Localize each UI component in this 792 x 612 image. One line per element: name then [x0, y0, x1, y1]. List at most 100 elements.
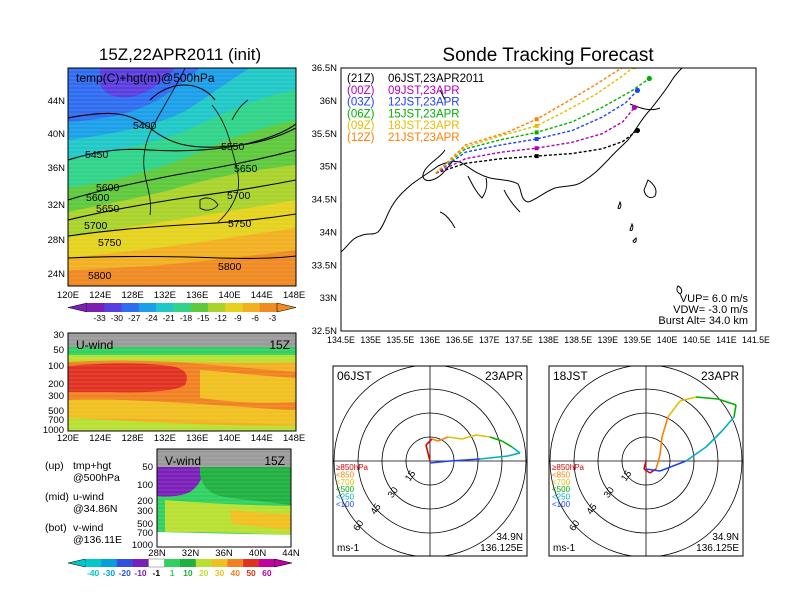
track-lon-tick: 138.5E: [564, 335, 592, 345]
v-pressure-tick: 200: [137, 496, 153, 507]
colorbar-label: 40: [231, 568, 241, 578]
uwind-lon-tick: 132E: [154, 433, 176, 444]
vwind-lat-tick: 40N: [249, 548, 267, 559]
track-burst-marker: [534, 137, 539, 142]
hodo-level-label: ≥850hPa: [552, 463, 585, 472]
track-lat-tick: 35N: [320, 162, 338, 173]
colorbar-label: -15: [197, 313, 210, 323]
hodo-level-label: <250: [552, 493, 571, 502]
contour-label: 5550: [221, 141, 245, 153]
temp-lat-tick: 28N: [48, 235, 66, 246]
colorbar-swatch: [116, 559, 133, 567]
temp-map-label: temp(C)+hgt(m)@500hPa: [76, 71, 215, 85]
track-lat-tick: 33.5N: [312, 260, 337, 271]
colorbar-swatch: [207, 303, 226, 312]
temp-lon-tick: 144E: [251, 290, 273, 301]
contour-label: 5700: [84, 220, 108, 232]
colorbar-label: -24: [145, 313, 158, 323]
track-map-coast: [341, 68, 683, 295]
temp-lon-tick: 148E: [283, 290, 305, 301]
note-key: (up): [45, 460, 64, 472]
track-lat-tick: 36N: [320, 96, 338, 107]
temp-lon-tick: 124E: [89, 290, 111, 301]
track-lat-tick: 34.5N: [312, 195, 337, 206]
colorbar-swatch: [243, 559, 260, 567]
colorbar-swatch: [87, 303, 105, 312]
track-lon-tick: 135E: [360, 335, 381, 345]
legend-zulu: (12Z): [347, 132, 375, 144]
legend-zulu: (09Z): [347, 120, 375, 132]
track-line: [435, 107, 636, 174]
hodo-level-label: <850: [336, 470, 355, 479]
track-lon-tick: 140.5E: [683, 335, 711, 345]
track-lon-tick: 141.5E: [742, 335, 770, 345]
legend-zulu: (06Z): [347, 108, 375, 120]
pressure-tick: 1000: [43, 425, 64, 436]
legend-time: 18JST,23APR: [388, 120, 460, 132]
note-key: (bot): [45, 522, 67, 534]
contour-label: 5400: [133, 120, 157, 132]
temp-lat-tick: 36N: [48, 163, 66, 174]
hodo-ring-label: 45: [369, 502, 384, 517]
colorbar-label: -3: [269, 313, 277, 323]
track-lon-tick: 136.5E: [446, 335, 474, 345]
legend-time: 06JST,23APR2011: [388, 73, 484, 85]
hodo-trace: [461, 434, 477, 440]
hodo-trace: [705, 430, 723, 448]
vwind-frame: [156, 448, 292, 548]
pressure-tick: 200: [48, 379, 64, 390]
hodo-trace: [661, 416, 669, 438]
track-lat-tick: 32.5N: [312, 326, 337, 337]
legend-time: 12JST,23APR: [388, 97, 460, 109]
track-lon-tick: 141E: [716, 335, 737, 345]
temp-lat-tick: 24N: [48, 269, 66, 280]
colorbar-swatch: [173, 303, 191, 312]
legend-time: 21JST,23APR: [388, 132, 460, 144]
hodo-trace: [475, 434, 491, 438]
hodo-ring-label: 60: [351, 518, 366, 533]
pressure-tick: 100: [48, 361, 64, 372]
temp-lat-tick: 32N: [48, 200, 66, 211]
colorbar-swatch: [132, 559, 149, 567]
colorbar-label: -20: [119, 568, 132, 578]
hodo-date: 23APR: [701, 369, 739, 383]
uwind-time: 15Z: [269, 338, 290, 352]
v-pressure-tick: 1000: [132, 540, 153, 551]
colorbar-cap: [67, 302, 88, 313]
track-param: Burst Alt= 34.0 km: [658, 315, 748, 327]
legend-time: 09JST,23APR: [388, 85, 460, 97]
hodo-ring-label: 15: [619, 469, 634, 484]
note-value: @34.86N: [73, 503, 118, 515]
hodo-frame: [548, 365, 744, 557]
contour-label: 5700: [227, 190, 251, 202]
colorbar-label: -33: [93, 313, 106, 323]
hodo-trace: [431, 438, 439, 442]
track-lon-tick: 137E: [479, 335, 500, 345]
v-pressure-tick: 300: [137, 506, 153, 517]
colorbar-label: -21: [163, 313, 176, 323]
hodo-trace: [717, 398, 737, 406]
track-lon-tick: 140E: [657, 335, 678, 345]
uwind-lon-tick: 140E: [218, 433, 240, 444]
colorbar-cap: [274, 558, 293, 568]
track-end-point: [631, 104, 638, 111]
colorbar-swatch: [164, 559, 181, 567]
colorbar-label: -30: [103, 568, 116, 578]
hodo-level-label: <700: [552, 478, 571, 487]
contour-label: 5750: [98, 237, 122, 249]
hodo-loc-lon: 136.125E: [480, 543, 523, 554]
hodo-trace: [429, 460, 451, 464]
hodo-unit: ms-1: [337, 543, 360, 554]
temp-lon-tick: 140E: [218, 290, 240, 301]
colorbar-label: 1: [170, 568, 175, 578]
track-map-frame: [340, 67, 757, 332]
right-title: Sonde Tracking Forecast: [442, 45, 654, 66]
colorbar-label: -12: [214, 313, 227, 323]
pressure-tick: 30: [53, 330, 64, 341]
hodo-unit: ms-1: [553, 543, 576, 554]
vwind-lat-tick: 32N: [182, 548, 200, 559]
colorbar-label: 50: [246, 568, 256, 578]
temp-lat-tick: 40N: [48, 129, 66, 140]
hodo-trace: [721, 416, 735, 432]
hodo-time: 06JST: [337, 369, 372, 383]
